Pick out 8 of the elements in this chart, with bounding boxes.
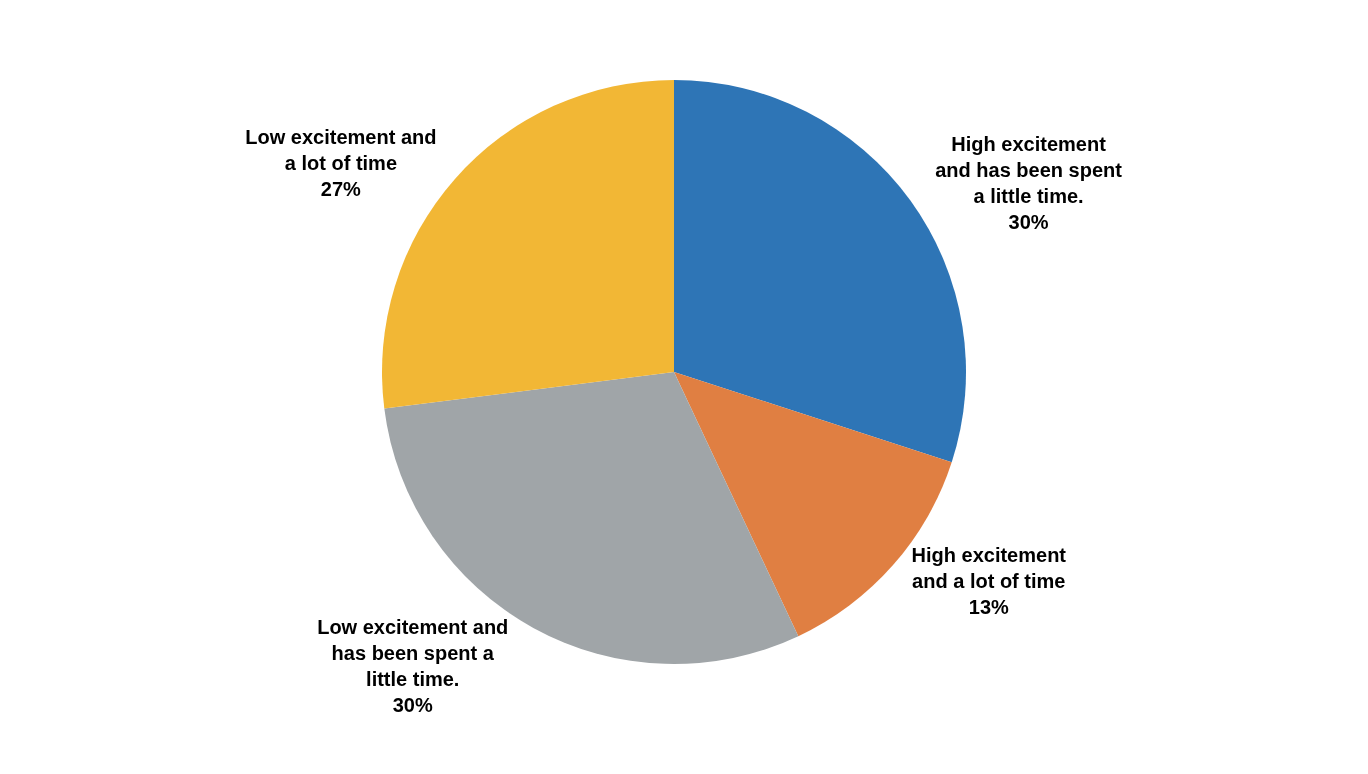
data-label: 27% (320, 177, 362, 200)
slice-label: High excitement and a lot of time (911, 544, 1067, 593)
slice-label: Low excitement and a lot of time (245, 125, 437, 174)
data-label: 13% (968, 596, 1010, 619)
slice-label: High excitement and has been spent a little time. (935, 133, 1123, 208)
data-label: 30% (1008, 211, 1049, 234)
slice-label: Low excitement and has been spent a little time. (317, 616, 509, 691)
data-label: 30% (392, 694, 433, 717)
